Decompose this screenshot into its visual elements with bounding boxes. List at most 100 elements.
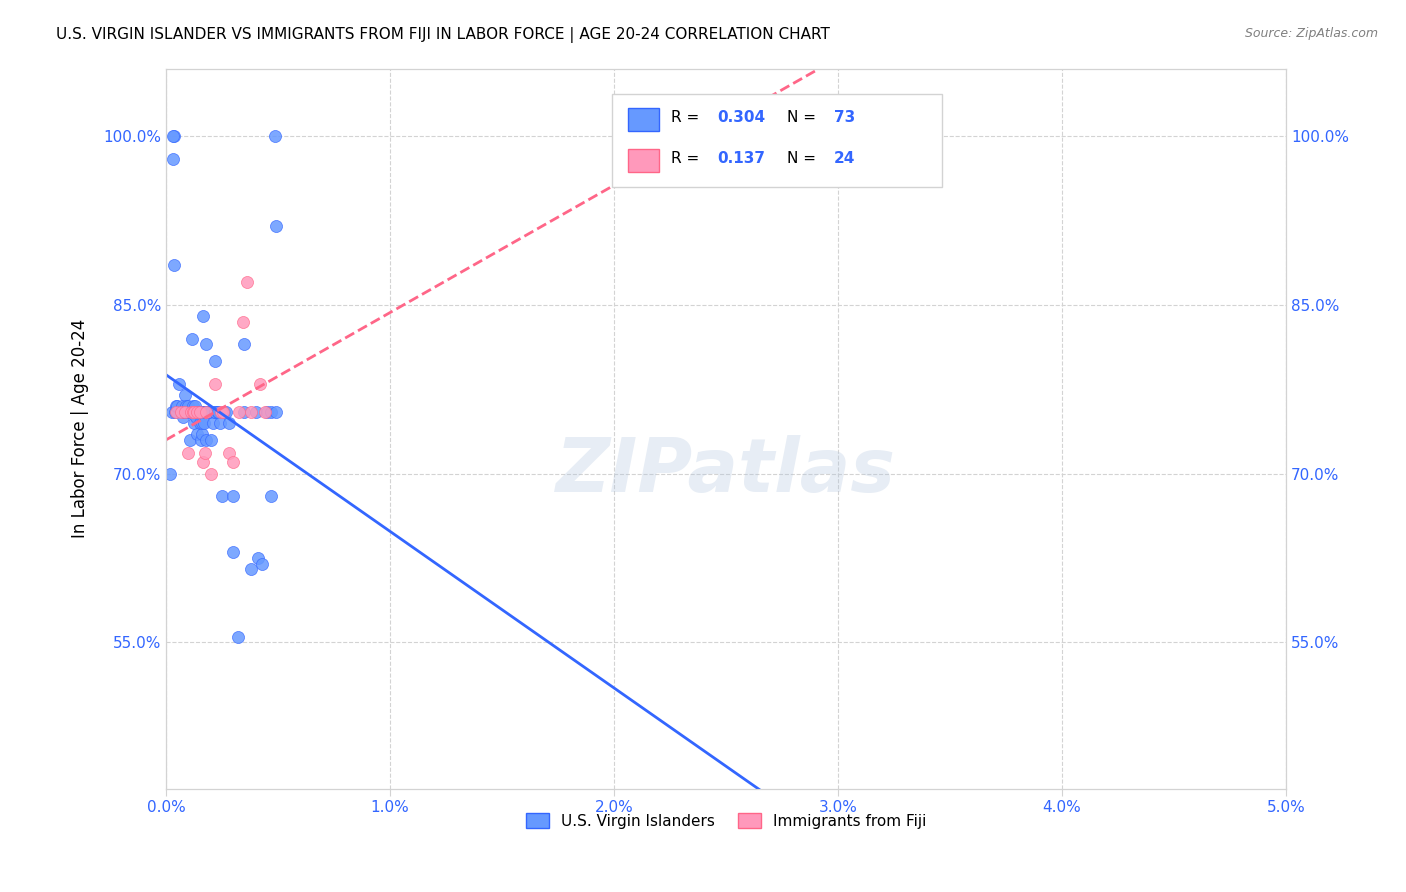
Point [163,259,186,273]
Point [190,433,212,447]
Text: Source: ZipAtlas.com: Source: ZipAtlas.com [1244,27,1378,40]
Text: 73: 73 [834,111,855,125]
Point [194,446,217,460]
Point [180,404,202,418]
Point [177,399,200,413]
Point [218,446,240,460]
Point [232,315,254,329]
Point [187,404,209,418]
Point [222,455,245,469]
Point [204,404,226,418]
Point [194,404,217,418]
Point [165,404,187,418]
Point [195,433,218,447]
Point [195,404,218,418]
Point [184,404,207,418]
Point [186,404,208,418]
Point [204,376,226,391]
Point [186,427,208,442]
Point [263,128,285,143]
Point [200,433,222,447]
Text: R =: R = [671,152,704,166]
Point [191,427,214,442]
Point [212,404,235,418]
Text: R =: R = [671,111,704,125]
Point [256,404,278,418]
Point [188,404,211,418]
Point [177,446,200,460]
Point [177,404,200,418]
Text: N =: N = [787,152,821,166]
Point [215,404,238,418]
Point [174,388,197,402]
Text: ZIPatlas: ZIPatlas [555,435,896,508]
Text: 0.137: 0.137 [717,152,765,166]
Point [202,416,225,430]
Point [186,410,208,425]
Point [181,404,204,418]
Point [209,404,232,418]
Point [235,275,257,289]
Point [174,399,197,413]
Point [204,404,226,418]
Point [218,416,240,430]
Point [191,309,214,323]
Point [166,399,188,413]
Point [162,152,184,166]
Point [173,404,195,418]
Point [249,376,271,391]
Point [200,467,222,481]
Point [207,404,229,418]
Point [228,404,250,418]
Point [180,332,202,346]
Point [204,354,226,368]
Point [246,550,269,565]
Point [163,404,186,418]
Point [173,404,195,418]
Point [197,404,219,418]
Point [188,416,211,430]
Point [159,467,181,481]
Point [181,404,204,418]
Text: N =: N = [787,111,821,125]
Point [191,404,214,418]
Text: 0.304: 0.304 [717,111,765,125]
Point [193,404,215,418]
Point [212,404,235,418]
Point [191,455,214,469]
Point [172,410,194,425]
Point [183,416,205,430]
Point [233,337,256,351]
Point [207,404,229,418]
Point [193,416,215,430]
Point [260,489,283,503]
Point [195,337,218,351]
Point [160,404,183,418]
Point [240,404,263,418]
Point [226,630,249,644]
Point [180,404,202,418]
Point [264,404,287,418]
Point [222,545,245,559]
Point [197,404,219,418]
Point [179,433,201,447]
Point [170,399,193,413]
Point [191,416,214,430]
Point [174,404,197,418]
Point [253,404,276,418]
Point [169,404,191,418]
Point [252,557,274,571]
Point [162,128,184,143]
Text: U.S. VIRGIN ISLANDER VS IMMIGRANTS FROM FIJI IN LABOR FORCE | AGE 20-24 CORRELAT: U.S. VIRGIN ISLANDER VS IMMIGRANTS FROM … [56,27,830,43]
Point [260,404,283,418]
Point [181,399,204,413]
Point [211,489,233,503]
Point [184,399,207,413]
Point [233,404,256,418]
Legend: U.S. Virgin Islanders, Immigrants from Fiji: U.S. Virgin Islanders, Immigrants from F… [520,806,932,835]
Point [183,404,205,418]
Point [165,399,187,413]
Point [188,404,211,418]
Point [169,376,191,391]
Point [222,489,245,503]
